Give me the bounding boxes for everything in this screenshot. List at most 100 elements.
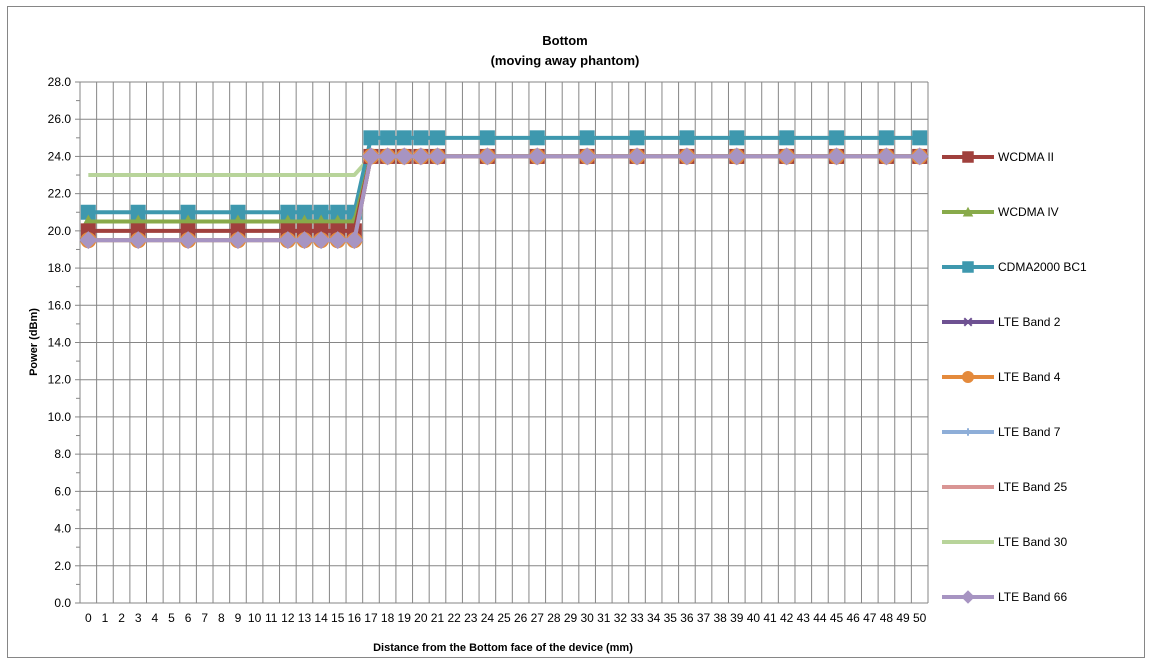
x-tick-label: 48 bbox=[880, 611, 894, 625]
y-tick-label: 4.0 bbox=[54, 522, 71, 536]
y-tick-label: 22.0 bbox=[48, 187, 72, 201]
data-point bbox=[529, 130, 545, 146]
marker-diamond bbox=[428, 147, 447, 166]
chart-subtitle: (moving away phantom) bbox=[491, 53, 640, 68]
data-point bbox=[363, 130, 379, 146]
marker-diamond bbox=[79, 231, 98, 250]
x-tick-label: 5 bbox=[168, 611, 175, 625]
data-point bbox=[962, 206, 974, 217]
marker-diamond bbox=[228, 231, 247, 250]
data-point bbox=[629, 130, 645, 146]
legend-label: LTE Band 25 bbox=[998, 480, 1067, 494]
marker-square bbox=[962, 261, 974, 273]
y-tick-label: 10.0 bbox=[48, 410, 72, 424]
x-tick-label: 32 bbox=[614, 611, 628, 625]
x-tick-label: 40 bbox=[747, 611, 761, 625]
data-point bbox=[345, 231, 364, 250]
y-axis-label: Power (dBm) bbox=[28, 308, 40, 376]
data-point bbox=[278, 231, 297, 250]
series-layer bbox=[79, 130, 929, 250]
marker-square bbox=[878, 130, 894, 146]
x-tick-label: 7 bbox=[201, 611, 208, 625]
y-tick-label: 24.0 bbox=[48, 149, 72, 163]
marker-square bbox=[629, 130, 645, 146]
marker-square bbox=[962, 151, 974, 163]
data-point bbox=[228, 231, 247, 250]
data-point bbox=[677, 147, 696, 166]
x-tick-label: 26 bbox=[514, 611, 528, 625]
marker-square bbox=[829, 130, 845, 146]
data-point bbox=[878, 130, 894, 146]
marker-square bbox=[413, 130, 429, 146]
data-point bbox=[380, 130, 396, 146]
x-tick-label: 9 bbox=[235, 611, 242, 625]
x-tick-label: 19 bbox=[398, 611, 412, 625]
x-tick-label: 30 bbox=[580, 611, 594, 625]
x-tick-label: 42 bbox=[780, 611, 794, 625]
x-tick-label: 20 bbox=[414, 611, 428, 625]
legend-label: LTE Band 66 bbox=[998, 590, 1067, 604]
legend-item: LTE Band 4 bbox=[942, 370, 1061, 384]
marker-diamond bbox=[478, 147, 497, 166]
x-tick-label: 6 bbox=[185, 611, 192, 625]
data-point bbox=[827, 147, 846, 166]
marker-diamond bbox=[910, 147, 929, 166]
marker-square bbox=[429, 130, 445, 146]
data-point bbox=[378, 147, 397, 166]
legend-item: WCDMA II bbox=[942, 150, 1054, 164]
marker-diamond bbox=[278, 231, 297, 250]
legend-item: CDMA2000 BC1 bbox=[942, 260, 1087, 274]
marker-square bbox=[380, 130, 396, 146]
data-point bbox=[727, 147, 746, 166]
data-point bbox=[578, 147, 597, 166]
data-point bbox=[395, 147, 414, 166]
marker-square bbox=[363, 130, 379, 146]
marker-diamond bbox=[777, 147, 796, 166]
marker-diamond bbox=[528, 147, 547, 166]
x-tick-label: 12 bbox=[281, 611, 295, 625]
data-point bbox=[962, 151, 974, 163]
data-point bbox=[964, 428, 972, 436]
data-point bbox=[961, 590, 975, 604]
x-tick-label: 31 bbox=[597, 611, 611, 625]
chart-title: Bottom bbox=[542, 33, 588, 48]
y-tick-label: 8.0 bbox=[54, 447, 71, 461]
data-point bbox=[579, 130, 595, 146]
data-point bbox=[877, 147, 896, 166]
x-tick-label: 13 bbox=[298, 611, 312, 625]
x-tick-label: 4 bbox=[151, 611, 158, 625]
y-tick-label: 28.0 bbox=[48, 75, 72, 89]
marker-square bbox=[529, 130, 545, 146]
marker-diamond bbox=[129, 231, 148, 250]
marker-triangle bbox=[962, 206, 974, 217]
data-point bbox=[328, 231, 347, 250]
marker-diamond bbox=[361, 147, 380, 166]
y-tick-label: 26.0 bbox=[48, 112, 72, 126]
y-tick-label: 14.0 bbox=[48, 336, 72, 350]
marker-diamond bbox=[578, 147, 597, 166]
x-tick-label: 11 bbox=[265, 611, 278, 625]
data-point bbox=[479, 130, 495, 146]
legend-label: LTE Band 7 bbox=[998, 425, 1061, 439]
data-point bbox=[910, 147, 929, 166]
data-point bbox=[361, 147, 380, 166]
data-point bbox=[962, 261, 974, 273]
x-tick-label: 44 bbox=[813, 611, 827, 625]
marker-diamond bbox=[961, 590, 975, 604]
x-tick-label: 39 bbox=[730, 611, 744, 625]
data-point bbox=[528, 147, 547, 166]
marker-square bbox=[779, 130, 795, 146]
marker-square bbox=[729, 130, 745, 146]
x-tick-label: 38 bbox=[713, 611, 727, 625]
x-tick-label: 46 bbox=[846, 611, 860, 625]
y-tick-label: 6.0 bbox=[54, 484, 71, 498]
marker-square bbox=[679, 130, 695, 146]
legend-item: LTE Band 25 bbox=[942, 480, 1067, 494]
axes bbox=[75, 81, 928, 604]
marker-diamond bbox=[727, 147, 746, 166]
data-point bbox=[679, 130, 695, 146]
data-point bbox=[79, 231, 98, 250]
x-tick-label: 36 bbox=[680, 611, 694, 625]
y-tick-label: 18.0 bbox=[48, 261, 72, 275]
